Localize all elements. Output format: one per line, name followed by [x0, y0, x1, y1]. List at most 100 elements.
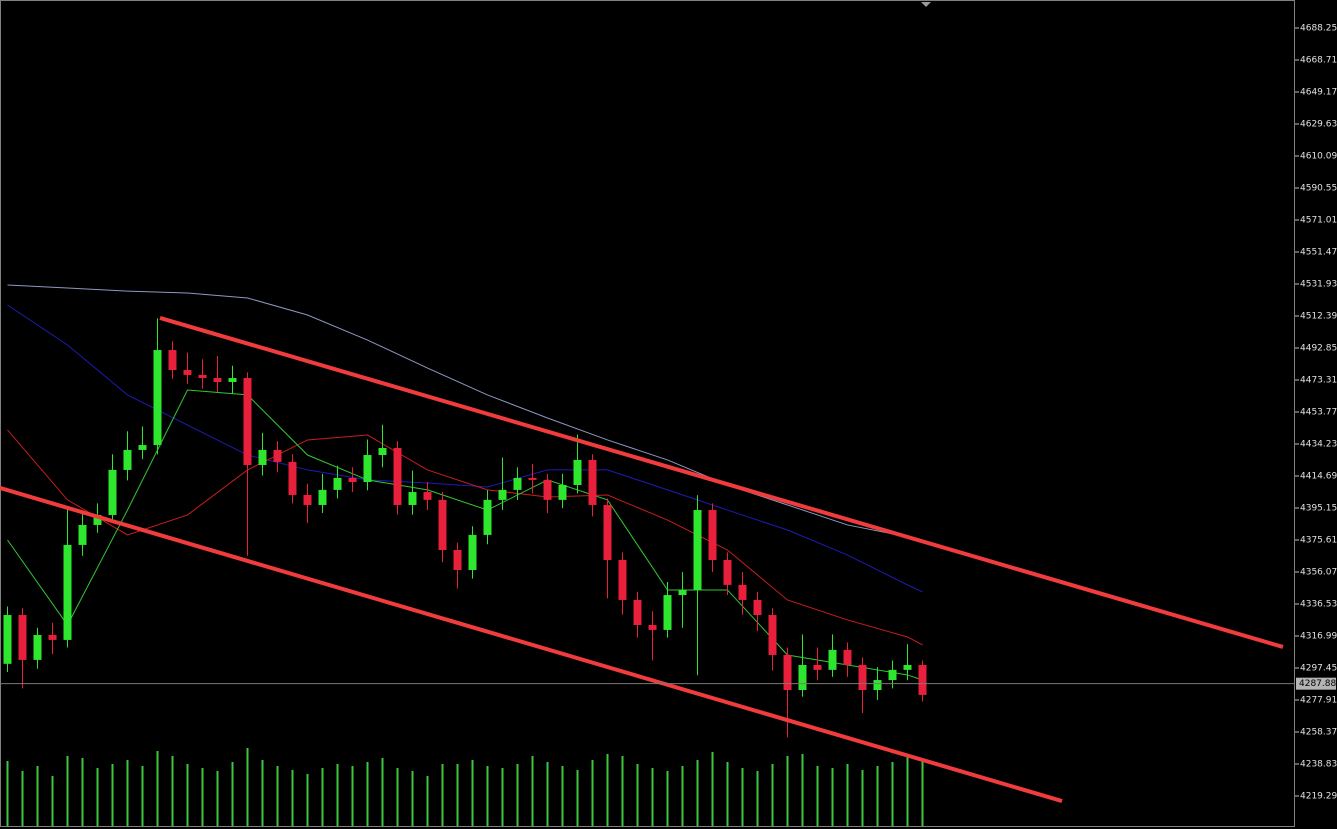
volume-bar	[186, 764, 189, 826]
volume-bar	[261, 760, 264, 826]
candle-body	[738, 584, 747, 600]
volume-bar	[96, 768, 99, 826]
candle-body	[678, 589, 687, 596]
candle-body	[783, 654, 792, 691]
y-tick-label: 4551.47	[1300, 248, 1337, 258]
volume-bar	[636, 764, 639, 826]
candle-body	[753, 599, 762, 616]
plot-frame	[0, 0, 1295, 827]
candle-body	[858, 664, 867, 691]
candle-body	[318, 489, 327, 505]
y-tick-label: 4473.31	[1300, 376, 1337, 386]
volume-bar	[726, 762, 729, 826]
candle-body	[333, 477, 342, 490]
candle-body	[888, 669, 897, 681]
candle-body	[468, 534, 477, 570]
current-price-label: 4287.88	[1299, 679, 1336, 689]
volume-bar	[141, 766, 144, 826]
volume-bar	[411, 771, 414, 826]
volume-bar	[846, 764, 849, 826]
y-tick-label: 4434.23	[1300, 440, 1337, 450]
y-tick-label: 4238.83	[1300, 759, 1337, 769]
y-tick-label: 4571.01	[1300, 216, 1337, 226]
candle-body	[813, 664, 822, 670]
candle-body	[663, 595, 672, 630]
volume-bar	[66, 756, 69, 826]
volume-bar	[306, 774, 309, 826]
candle-body	[228, 378, 237, 382]
volume-bar	[366, 762, 369, 826]
candle-body	[393, 447, 402, 505]
trendline	[0, 486, 1063, 803]
y-tick-label: 4258.37	[1300, 727, 1337, 737]
volume-bar	[681, 766, 684, 826]
volume-bar	[606, 754, 609, 826]
y-tick-label: 4610.09	[1300, 152, 1337, 162]
candle-body	[708, 510, 717, 560]
volume-bar	[216, 771, 219, 826]
volume-bar	[51, 776, 54, 826]
volume-bar	[126, 760, 129, 826]
y-tick-label: 4316.99	[1300, 631, 1337, 641]
candle-body	[123, 449, 132, 470]
volume-bar	[801, 754, 804, 826]
y-tick-label: 4688.25	[1300, 24, 1337, 34]
volume-bar	[276, 766, 279, 826]
candle-body	[513, 477, 522, 490]
candle-body	[723, 559, 732, 585]
volume-bar	[336, 764, 339, 826]
shift-marker	[921, 2, 931, 7]
candle-body	[903, 664, 912, 670]
candle-body	[693, 510, 702, 590]
volume-bar	[516, 764, 519, 826]
candle-body	[348, 477, 357, 483]
volume-bar	[696, 760, 699, 826]
candle-body	[168, 350, 177, 371]
candle-body	[438, 499, 447, 551]
trendline	[159, 316, 1284, 649]
volume-bar	[651, 768, 654, 826]
volume-bar	[546, 762, 549, 826]
candle-body	[588, 459, 597, 505]
candle-body	[48, 635, 57, 640]
candle-body	[528, 477, 537, 480]
volume-bar	[111, 764, 114, 826]
volume-bar	[666, 771, 669, 826]
y-tick-label: 4336.53	[1300, 599, 1337, 609]
volume-bar	[831, 768, 834, 826]
candle-body	[303, 494, 312, 505]
volume-bar	[561, 766, 564, 826]
candle-body	[198, 374, 207, 379]
candle-body	[18, 615, 27, 660]
candle-body	[453, 550, 462, 570]
volume-bar	[36, 766, 39, 826]
volume-bar	[381, 758, 384, 826]
y-tick-label: 4649.17	[1300, 88, 1337, 98]
candle-body	[33, 635, 42, 660]
y-tick-label: 4356.07	[1300, 567, 1337, 577]
y-tick-label: 4453.77	[1300, 408, 1337, 418]
candle-body	[543, 479, 552, 500]
candle-body	[843, 649, 852, 665]
volume-bar	[711, 752, 714, 826]
candle-body	[498, 489, 507, 500]
candle-body	[153, 350, 162, 446]
candle-body	[798, 664, 807, 691]
candle-body	[483, 499, 492, 535]
candle-body	[258, 449, 267, 466]
candle-body	[93, 514, 102, 525]
volume-bar	[921, 760, 924, 826]
y-tick-label: 4395.15	[1300, 504, 1337, 514]
volume-bar	[786, 756, 789, 826]
candle-body	[423, 492, 432, 500]
volume-bar	[291, 770, 294, 826]
volume-bar	[756, 771, 759, 826]
volume-bar	[741, 768, 744, 826]
candle-body	[243, 378, 252, 466]
volume-bar	[771, 764, 774, 826]
volume-bar	[21, 771, 24, 826]
volume-bar	[231, 762, 234, 826]
